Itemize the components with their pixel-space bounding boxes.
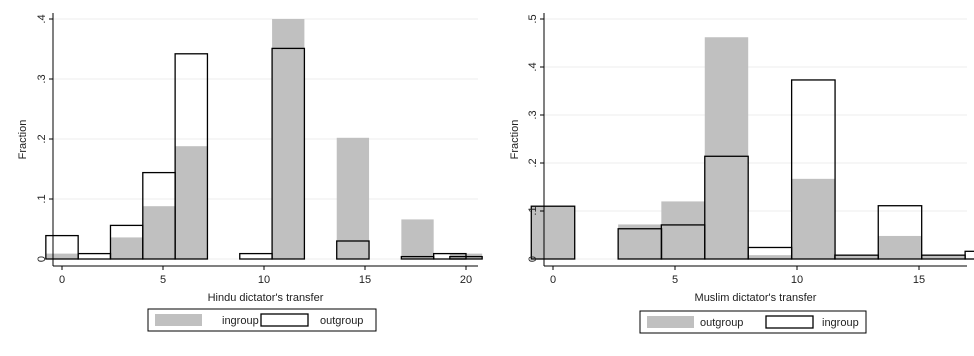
y-tick-label: .5 <box>527 14 539 23</box>
bar-outgroup <box>531 206 575 259</box>
x-tick-label: 5 <box>160 274 166 286</box>
bar-outgroup <box>661 201 705 259</box>
bar-outgroup <box>748 255 792 259</box>
bar-ingroup <box>175 146 208 259</box>
y-axis-label: Fraction <box>17 120 29 160</box>
plot-area <box>544 13 967 266</box>
legend: outgroup ingroup <box>639 310 867 334</box>
y-tick-label: .4 <box>36 14 48 23</box>
bar-ingroup <box>790 79 836 260</box>
y-tick-label: .3 <box>36 74 48 83</box>
bar-outgroup <box>449 255 483 260</box>
bar-outgroup <box>174 53 209 260</box>
y-tick-label: .2 <box>527 158 539 167</box>
y-axis-label: Fraction <box>509 120 521 160</box>
bar-ingroup <box>704 155 749 260</box>
legend-box <box>147 308 377 332</box>
x-tick-label: 10 <box>258 274 270 286</box>
x-axis-label: Muslim dictator's transfer <box>695 292 817 304</box>
x-tick-label: 15 <box>359 274 371 286</box>
y-tick-label: .2 <box>36 134 48 143</box>
legend-label-ingroup: ingroup <box>222 315 259 327</box>
bar-ingroup <box>401 219 434 259</box>
bar-outgroup <box>271 47 306 260</box>
bar-outgroup <box>878 235 922 259</box>
x-tick-label: 15 <box>913 274 925 286</box>
bar-outgroup <box>791 178 836 259</box>
bar-ingroup <box>45 253 79 259</box>
bar-ingroup <box>336 137 370 259</box>
bar-ingroup <box>877 205 923 260</box>
x-tick-label: 0 <box>550 274 556 286</box>
bar-outgroup <box>45 234 79 260</box>
x-tick-label: 0 <box>59 274 65 286</box>
legend-swatch-ingroup <box>155 314 202 326</box>
x-axis-label: Hindu dictator's transfer <box>208 292 324 304</box>
bar-outgroup <box>618 224 662 259</box>
x-tick-label: 5 <box>672 274 678 286</box>
y-tick-label: .3 <box>527 110 539 119</box>
bar-outgroup <box>834 255 879 259</box>
bar-ingroup <box>964 250 974 260</box>
bar-outgroup <box>921 255 966 259</box>
bar-ingroup <box>530 205 576 260</box>
panel-muslim: 0 .1 .2 .3 .4 .5 0 5 10 15 Fraction Muslim dictator… <box>509 13 974 334</box>
legend-label-ingroup: ingroup <box>822 317 859 329</box>
legend-label-outgroup: outgroup <box>320 315 363 327</box>
legend: ingroup outgroup <box>147 308 377 332</box>
y-tick-label: .1 <box>36 194 48 203</box>
legend-label-outgroup: outgroup <box>700 317 743 329</box>
y-tick-label: 0 <box>527 256 539 262</box>
bar-ingroup <box>110 237 143 259</box>
x-tick-label: 10 <box>791 274 803 286</box>
panel-hindu: 0 .1 .2 .3 .4 0 5 10 15 20 Fraction Hindu dictator'… <box>17 13 483 332</box>
y-tick-label: .4 <box>527 62 539 71</box>
y-tick-label: 0 <box>36 256 48 262</box>
bar-outgroup <box>704 37 749 259</box>
y-tick-label: .1 <box>527 206 539 215</box>
bar-outgroup <box>336 240 370 260</box>
bar-ingroup <box>142 206 176 259</box>
bar-ingroup <box>272 19 305 259</box>
legend-swatch-outgroup <box>260 313 309 327</box>
legend-swatch-ingroup <box>765 315 814 329</box>
x-tick-label: 20 <box>460 274 472 286</box>
legend-swatch-outgroup <box>647 316 694 328</box>
